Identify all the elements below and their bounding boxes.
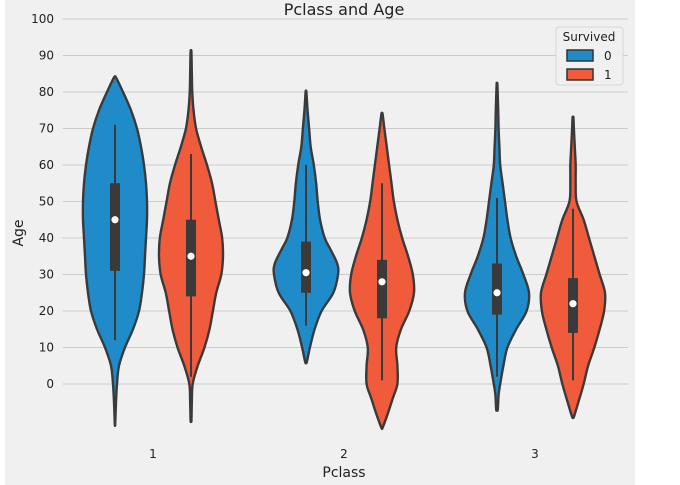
median-pclass-2-survived-1 bbox=[378, 278, 386, 286]
median-pclass-1-survived-1 bbox=[187, 252, 195, 260]
legend-title: Survived bbox=[563, 30, 616, 44]
iqr-box-pclass-3-survived-0 bbox=[492, 263, 502, 315]
y-tick-label-9: 90 bbox=[39, 49, 54, 63]
grid-layer bbox=[63, 18, 628, 385]
legend-swatch-0 bbox=[566, 49, 594, 62]
x-tick-label-1: 1 bbox=[149, 447, 157, 461]
y-tick-label-6: 60 bbox=[39, 158, 54, 172]
violin-layer bbox=[81, 49, 607, 431]
median-pclass-1-survived-0 bbox=[111, 216, 119, 224]
median-pclass-2-survived-0 bbox=[302, 269, 310, 277]
y-tick-label-7: 70 bbox=[39, 122, 54, 136]
x-tick-label-3: 3 bbox=[531, 447, 539, 461]
x-axis-label: Pclass bbox=[322, 465, 365, 481]
y-tick-label-2: 20 bbox=[39, 304, 54, 318]
chart-title: Pclass and Age bbox=[284, 0, 405, 19]
iqr-box-pclass-2-survived-1 bbox=[377, 259, 387, 319]
y-tick-label-5: 50 bbox=[39, 195, 54, 209]
iqr-box-pclass-2-survived-0 bbox=[301, 241, 311, 293]
y-tick-label-8: 80 bbox=[39, 85, 54, 99]
y-tick-label-3: 30 bbox=[39, 268, 54, 282]
y-tick-label-0: 0 bbox=[46, 377, 54, 391]
median-pclass-3-survived-0 bbox=[493, 289, 501, 297]
x-tick-label-2: 2 bbox=[340, 447, 348, 461]
x-axis-ticks: 1 2 3 bbox=[149, 447, 539, 461]
y-tick-label-4: 40 bbox=[39, 231, 54, 245]
legend-label-1: 1 bbox=[604, 68, 612, 82]
y-tick-label-1: 10 bbox=[39, 341, 54, 355]
y-axis-ticks: 0 10 20 30 40 50 60 70 80 90 100 bbox=[31, 12, 54, 391]
median-pclass-3-survived-1 bbox=[569, 300, 577, 308]
y-tick-label-10: 100 bbox=[31, 12, 54, 26]
iqr-box-pclass-1-survived-0 bbox=[110, 183, 120, 271]
y-axis-label: Age bbox=[11, 219, 27, 246]
legend-swatch-1 bbox=[566, 68, 594, 81]
legend-label-0: 0 bbox=[604, 49, 612, 63]
legend: Survived 0 1 bbox=[555, 26, 624, 86]
